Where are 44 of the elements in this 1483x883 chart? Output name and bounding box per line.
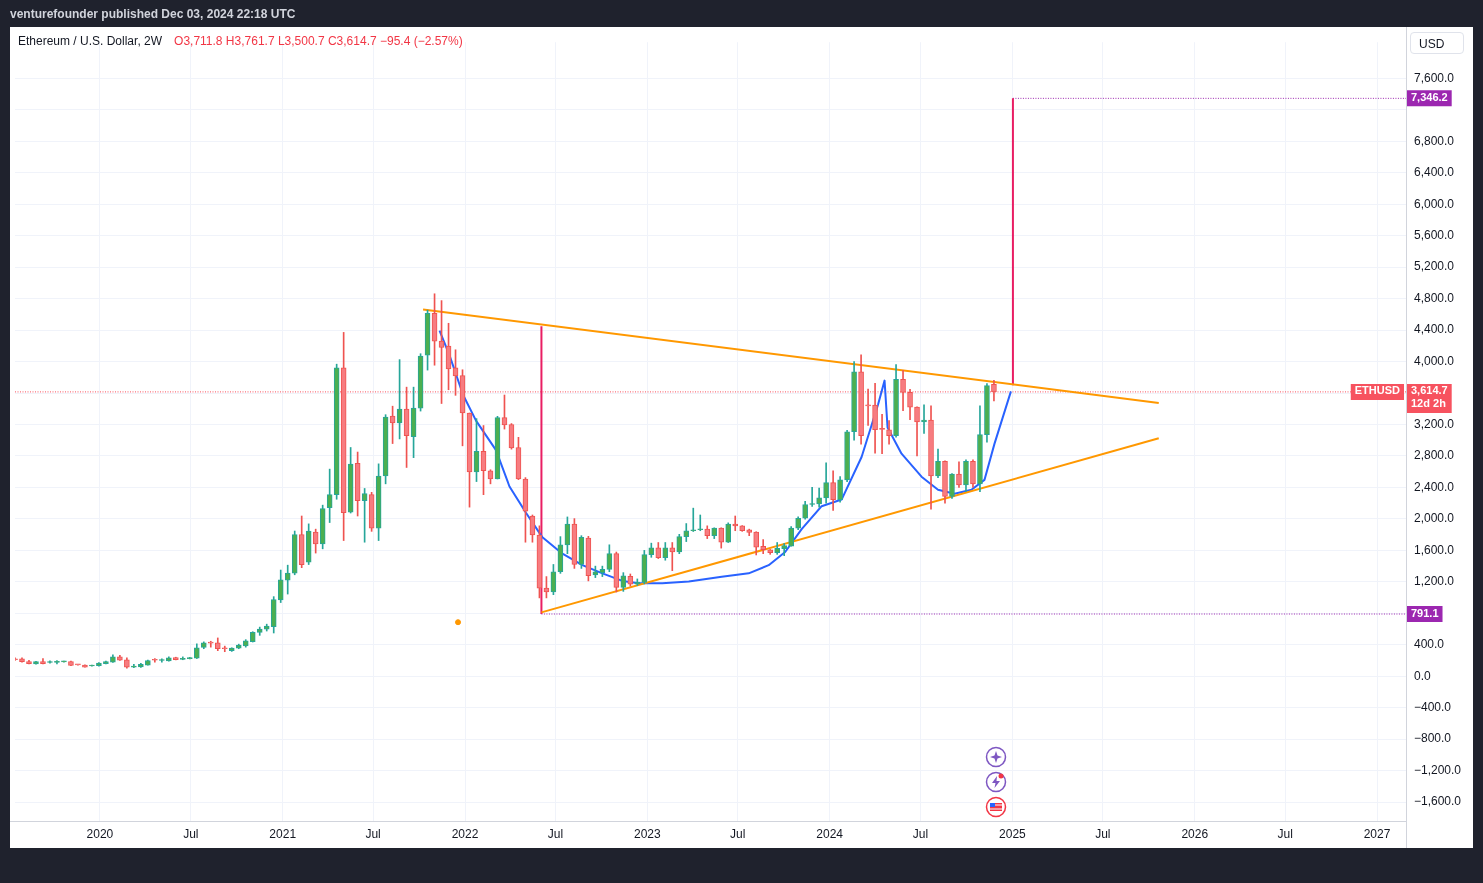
x-tick-label: 2026	[1181, 826, 1209, 841]
y-tick-label: 2,400.0	[1414, 479, 1455, 494]
data-label: 7,346.2	[1411, 90, 1448, 103]
y-tick-label: −800.0	[1414, 731, 1452, 746]
chart-title: Ethereum / U.S. Dollar, 2W	[18, 34, 163, 48]
y-tick-label: −1,200.0	[1414, 762, 1462, 777]
y-tick-label: 3,200.0	[1414, 416, 1455, 431]
y-tick-label: −1,600.0	[1414, 794, 1462, 809]
x-tick-label: 2025	[999, 826, 1027, 841]
x-tick-label: Jul	[730, 826, 746, 841]
y-tick-label: 400.0	[1414, 637, 1445, 652]
y-tick-label: 5,600.0	[1414, 228, 1455, 243]
x-tick-label: Jul	[1277, 826, 1293, 841]
x-tick-label: 2027	[1363, 826, 1391, 841]
y-tick-label: −400.0	[1414, 700, 1452, 715]
y-tick-label: 4,800.0	[1414, 290, 1455, 305]
x-tick-label: 2020	[86, 826, 114, 841]
y-tick-label: 4,400.0	[1414, 322, 1455, 337]
y-tick-label: 6,800.0	[1414, 133, 1455, 148]
y-tick-label: 2,800.0	[1414, 448, 1455, 463]
data-label: 791.1	[1411, 606, 1439, 619]
y-tick-label: 4,000.0	[1414, 353, 1455, 368]
ref-line-label: 3,614.7 12d 2h	[1411, 384, 1448, 410]
chart-subtitle: venturefounder published Dec 03, 2024 22:18 UTC	[10, 7, 296, 21]
x-tick-label: 2022	[451, 826, 479, 841]
x-tick-label: 2023	[633, 826, 661, 841]
x-tick-label: Jul	[547, 826, 564, 841]
annotation: O3,711.8 H3,761.7 L3,500.7 C3,614.7 −95.4 (−2.57%)	[174, 34, 463, 48]
annotation: ETHUSD	[1354, 384, 1401, 397]
x-tick-label: Jul	[365, 826, 381, 841]
x-tick-label: 2021	[269, 826, 297, 841]
x-tick-label: 2024	[816, 826, 844, 841]
y-tick-label: 0.0	[1414, 668, 1432, 683]
x-tick-label: Jul	[1095, 826, 1111, 841]
y-tick-label: 1,200.0	[1414, 574, 1455, 589]
y-tick-label: 6,000.0	[1414, 196, 1455, 211]
x-tick-label: Jul	[912, 826, 929, 841]
y-tick-label: 5,200.0	[1414, 259, 1455, 274]
x-tick-label: Jul	[183, 826, 199, 841]
y-axis-title: USD	[1410, 32, 1464, 54]
y-tick-label: 1,600.0	[1414, 542, 1455, 557]
y-tick-label: 7,600.0	[1414, 70, 1455, 85]
y-tick-label: 6,400.0	[1414, 165, 1455, 180]
y-tick-label: 2,000.0	[1414, 511, 1455, 526]
